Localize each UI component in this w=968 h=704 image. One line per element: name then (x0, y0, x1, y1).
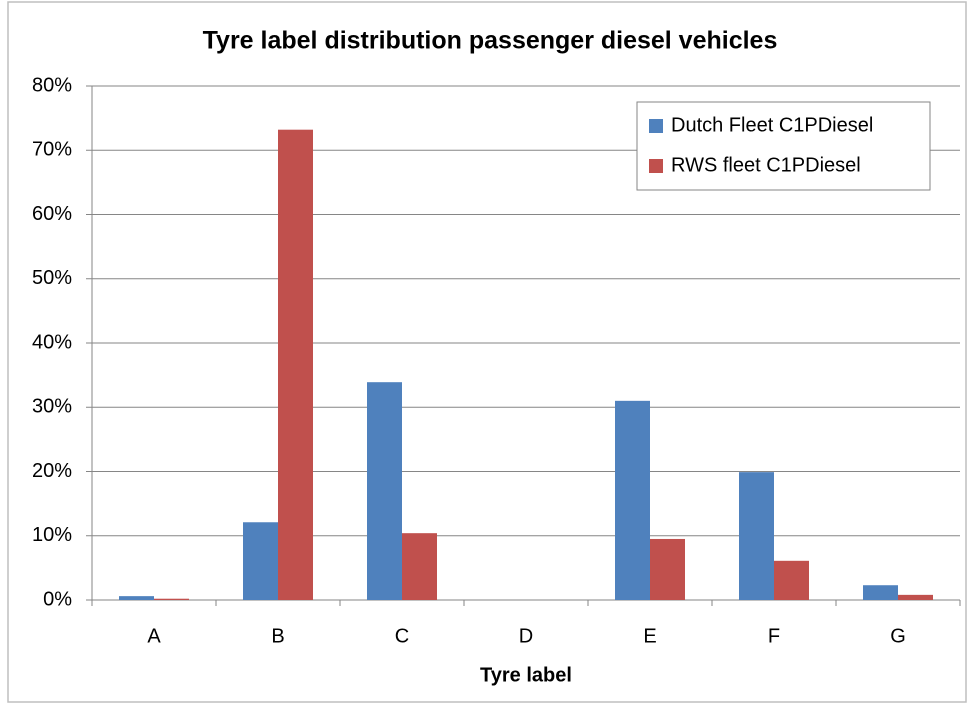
y-tick-label: 10% (32, 524, 72, 546)
y-tick-label: 0% (43, 588, 72, 610)
legend-label: Dutch Fleet C1PDiesel (671, 114, 873, 136)
legend-box (636, 101, 931, 191)
bar (615, 400, 650, 600)
bar (278, 129, 313, 600)
x-tick-label: F (768, 625, 780, 647)
x-tick-label: E (643, 625, 656, 647)
bar (650, 538, 685, 600)
x-tick-label: A (147, 625, 161, 647)
x-tick-label: D (519, 625, 533, 647)
y-tick-label: 60% (32, 203, 72, 225)
legend-swatch (649, 159, 663, 173)
y-tick-label: 40% (32, 331, 72, 353)
y-tick-label: 70% (32, 139, 72, 161)
x-tick-label: C (395, 625, 409, 647)
x-tick-label: B (271, 625, 284, 647)
bar (739, 472, 774, 600)
bar (774, 560, 809, 600)
y-tick-label: 20% (32, 460, 72, 482)
x-tick-label: G (890, 625, 906, 647)
y-tick-label: 80% (32, 74, 72, 96)
bar (898, 594, 933, 600)
bar (402, 533, 437, 600)
y-tick-label: 50% (32, 267, 72, 289)
x-axis-title: Tyre label (480, 664, 572, 686)
legend-swatch (649, 119, 663, 133)
bar (863, 585, 898, 600)
y-tick-label: 30% (32, 396, 72, 418)
bar (154, 598, 189, 600)
legend-label: RWS fleet C1PDiesel (671, 154, 861, 176)
bar (119, 596, 154, 600)
bar (243, 522, 278, 600)
bar (367, 382, 402, 600)
chart-title: Tyre label distribution passenger diesel… (203, 27, 778, 55)
